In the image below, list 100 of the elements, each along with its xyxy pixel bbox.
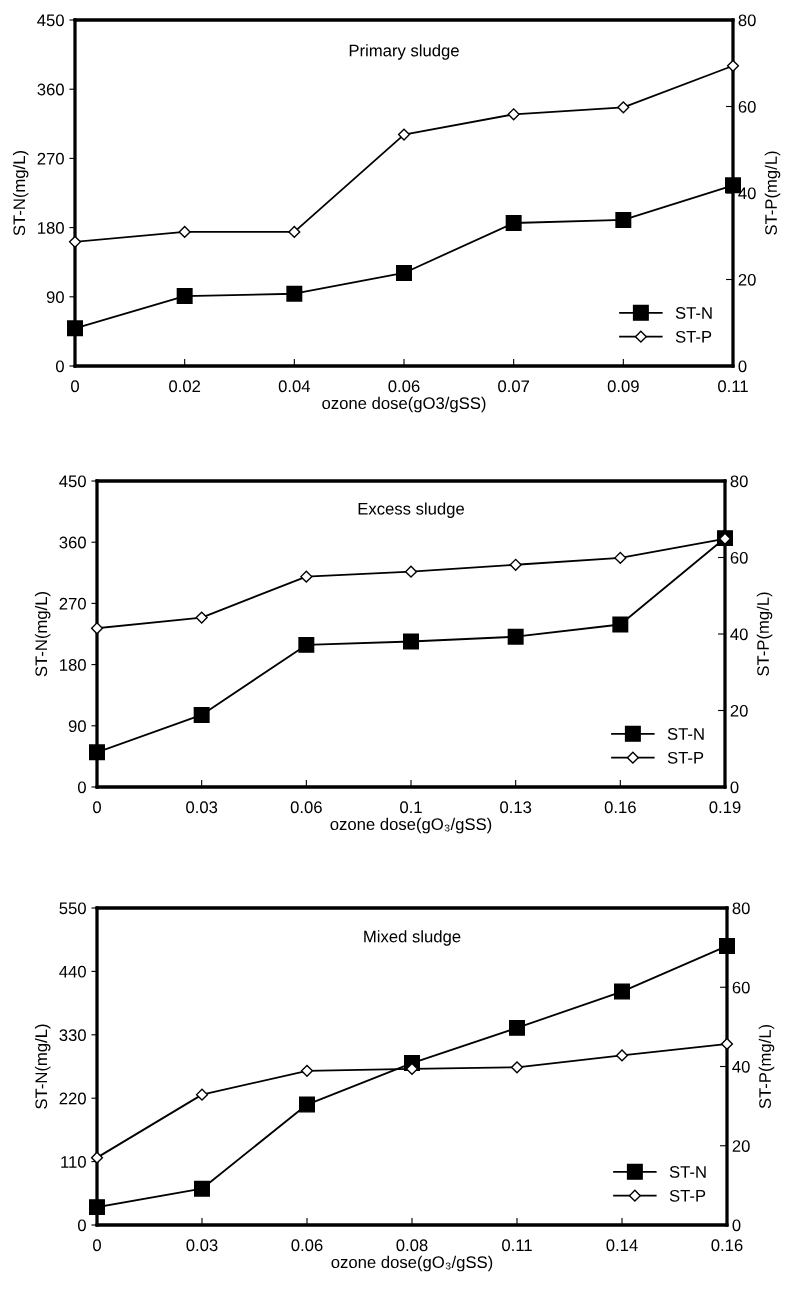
y-tick-label: 110	[61, 1156, 86, 1168]
y-tick-label: 180	[38, 222, 64, 234]
y2-tick-label: 40	[732, 1060, 750, 1073]
legend-label: ST-P	[669, 1189, 706, 1202]
x-tick-label: 0.06	[291, 1239, 323, 1252]
y2-axis-title: ST-P(mg/L)	[758, 1024, 775, 1109]
point	[286, 285, 303, 302]
point	[193, 706, 210, 723]
y2-tick-label: 60	[738, 100, 756, 113]
point	[614, 551, 627, 564]
point	[176, 288, 193, 305]
point	[90, 622, 104, 635]
y2-tick-label: 40	[730, 628, 748, 641]
point	[178, 225, 191, 239]
x-axis-title: ozone dose(gO3/gSS)	[322, 396, 486, 413]
point	[397, 128, 411, 141]
legend-label: ST-P	[675, 330, 712, 343]
point	[404, 565, 418, 578]
y-axis-title: ST-N(mg/L)	[12, 150, 29, 236]
point	[507, 628, 524, 645]
text: Excess sludge	[358, 502, 464, 518]
point	[614, 983, 630, 1000]
y-tick-label: 0	[77, 1219, 86, 1232]
y-tick-label: 550	[59, 902, 86, 915]
y-tick-label: 450	[59, 475, 86, 488]
y-tick-label: 440	[59, 965, 86, 978]
point	[299, 1096, 315, 1113]
point	[288, 225, 301, 239]
y2-axis-title: ST-P(mg/L)	[764, 151, 781, 235]
y2-tick-label: 0	[738, 360, 747, 373]
legend-label: ST-P	[667, 751, 704, 764]
point	[405, 1062, 419, 1075]
y2-tick-label: 80	[738, 14, 756, 27]
x-tick-label: 0.13	[500, 801, 532, 814]
y-tick-label: 180	[60, 659, 86, 671]
y-tick-label: 360	[37, 83, 64, 96]
y2-axis-title: ST-P(mg/L)	[756, 592, 773, 676]
y2-tick-label: 80	[732, 902, 750, 915]
x-tick-label: 0.14	[606, 1239, 638, 1252]
x-tick-label: 0.02	[169, 380, 201, 393]
point	[298, 636, 315, 653]
x-tick-label: 0.07	[498, 380, 530, 393]
point	[720, 1037, 734, 1051]
x-tick-label: 0.04	[278, 380, 311, 393]
y2-tick-label: 60	[732, 981, 750, 994]
legend-label: ST-N	[669, 1166, 706, 1178]
point	[396, 264, 412, 281]
y2-tick-label: 20	[732, 1140, 750, 1152]
y2-tick-label: 0	[730, 781, 739, 794]
point	[68, 235, 82, 248]
legend-label: ST-N	[667, 728, 704, 740]
point	[194, 1180, 210, 1197]
point	[615, 211, 632, 228]
point	[726, 59, 740, 72]
y-tick-label: 450	[37, 14, 64, 27]
x-tick-label: 0.19	[709, 801, 741, 814]
x-tick-label: 0.11	[718, 380, 748, 393]
y2-tick-label: 60	[730, 551, 748, 564]
text: Primary sludge	[349, 44, 459, 60]
point	[195, 1088, 209, 1101]
y2-tick-label: 20	[730, 704, 748, 717]
x-tick-label: 0	[93, 801, 101, 814]
point	[617, 101, 630, 114]
point	[505, 214, 522, 231]
y-tick-label: 0	[55, 360, 64, 373]
x-axis-title: ozone dose(gO₃/gSS)	[331, 1255, 493, 1272]
x-tick-label: 0.03	[186, 1239, 218, 1252]
y-tick-label: 330	[59, 1029, 86, 1041]
point	[510, 1061, 524, 1074]
point	[403, 633, 419, 650]
y-tick-label: 360	[59, 536, 86, 549]
y-axis-title: ST-N(mg/L)	[34, 1024, 51, 1109]
y-tick-label: 90	[68, 720, 86, 732]
x-tick-label: 0.16	[604, 801, 636, 814]
y-tick-label: 0	[77, 781, 86, 794]
y-tick-label: 90	[46, 291, 64, 303]
x-tick-label: 0.03	[186, 801, 218, 814]
x-axis-title: ozone dose(gO₃/gSS)	[330, 817, 492, 834]
point	[509, 1019, 525, 1036]
point	[509, 558, 522, 571]
point	[615, 1049, 629, 1062]
y-tick-label: 270	[37, 152, 64, 165]
y2-tick-label: 40	[738, 187, 756, 200]
y2-tick-label: 0	[732, 1219, 741, 1232]
x-tick-label: 0.16	[711, 1239, 743, 1252]
y2-tick-label: 80	[730, 475, 748, 488]
y-axis-title: ST-N(mg/L)	[34, 591, 51, 677]
y2-tick-label: 20	[738, 273, 756, 286]
point	[300, 570, 313, 583]
y-tick-label: 270	[59, 597, 86, 610]
point	[300, 1064, 314, 1077]
x-tick-label: 0.1	[400, 801, 422, 814]
y-tick-label: 220	[59, 1092, 86, 1105]
x-tick-label: 0.06	[290, 801, 322, 814]
x-tick-label: 0.11	[502, 1239, 532, 1252]
point	[612, 616, 629, 633]
x-tick-label: 0	[93, 1239, 101, 1252]
x-tick-label: 0.06	[388, 380, 420, 393]
legend-label: ST-N	[675, 307, 712, 319]
point	[507, 108, 520, 121]
